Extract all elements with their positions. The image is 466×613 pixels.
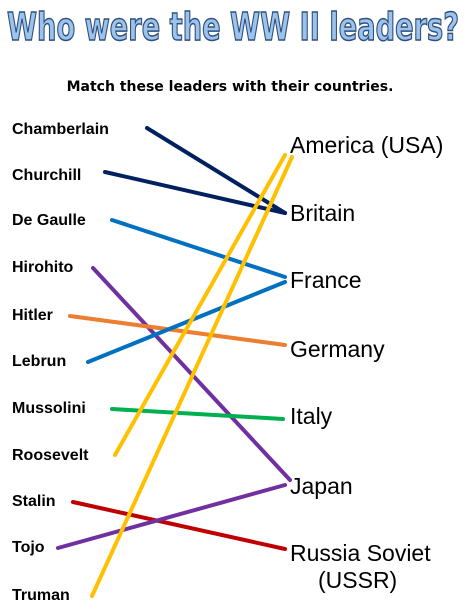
match-line [103, 170, 287, 215]
leader-name: Hirohito [12, 259, 74, 276]
leader-name: Lebrun [12, 353, 66, 370]
instruction: Match these leaders with their countries… [67, 79, 394, 95]
country-name: Germany [290, 336, 385, 362]
match-line [145, 126, 287, 215]
leader-list: Chamberlain Churchill De Gaulle Hirohito Hit… [12, 121, 109, 604]
match-line [110, 218, 287, 279]
country-name: America (USA) [290, 132, 443, 158]
country-list: America (USA) Britain France Germany Italy Ja… [290, 132, 443, 593]
country-name: Italy [290, 403, 333, 429]
leader-name: De Gaulle [12, 212, 86, 229]
leader-name: Truman [12, 587, 70, 604]
leader-name: Roosevelt [12, 447, 89, 464]
country-name: Russia Soviet [290, 540, 431, 566]
match-line [68, 314, 287, 347]
leader-name: Tojo [12, 539, 45, 556]
match-line [71, 500, 287, 551]
match-line [113, 153, 287, 457]
leader-name: Mussolini [12, 400, 86, 417]
leader-name: Hitler [12, 307, 53, 324]
title: Who were the WW II leaders? [7, 5, 459, 49]
country-name: Britain [290, 200, 355, 226]
connections [56, 126, 294, 598]
country-name: (USSR) [318, 567, 397, 593]
match-line [56, 483, 287, 550]
country-name: Japan [290, 473, 353, 499]
leader-name: Churchill [12, 167, 81, 184]
leader-name: Stalin [12, 493, 56, 510]
match-line [86, 280, 287, 364]
match-line [90, 155, 294, 598]
leader-name: Chamberlain [12, 121, 109, 138]
country-name: France [290, 267, 362, 293]
